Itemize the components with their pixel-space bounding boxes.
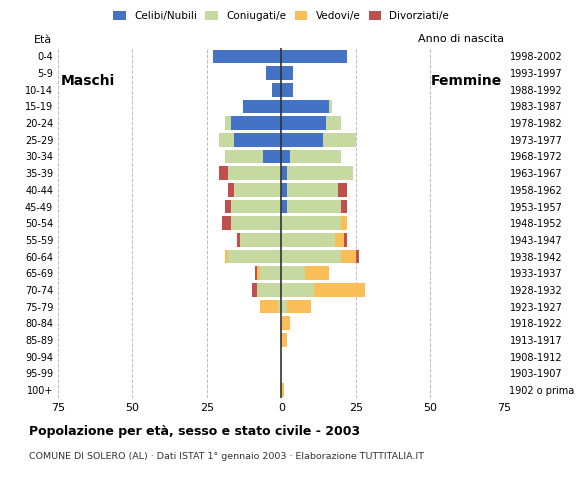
Bar bbox=[323, 133, 356, 146]
Bar bbox=[281, 150, 290, 163]
Bar bbox=[219, 133, 234, 146]
Bar bbox=[231, 200, 281, 213]
Bar bbox=[344, 233, 347, 247]
Bar bbox=[213, 49, 281, 63]
Bar bbox=[281, 233, 335, 247]
Bar bbox=[219, 166, 228, 180]
Text: Anno di nascita: Anno di nascita bbox=[419, 35, 505, 45]
Bar bbox=[228, 250, 281, 264]
Bar bbox=[260, 266, 281, 280]
Bar bbox=[305, 266, 329, 280]
Bar bbox=[287, 300, 311, 313]
Bar bbox=[341, 250, 356, 264]
Bar bbox=[281, 200, 287, 213]
Bar bbox=[281, 99, 329, 113]
Bar bbox=[234, 183, 281, 197]
Bar bbox=[281, 133, 323, 146]
Bar bbox=[224, 116, 231, 130]
Bar bbox=[224, 150, 263, 163]
Bar bbox=[281, 383, 284, 397]
Bar bbox=[287, 183, 338, 197]
Bar bbox=[222, 216, 231, 230]
Bar bbox=[281, 266, 305, 280]
Text: Età: Età bbox=[34, 35, 52, 45]
Bar bbox=[228, 183, 234, 197]
Legend: Celibi/Nubili, Coniugati/e, Vedovi/e, Divorziati/e: Celibi/Nubili, Coniugati/e, Vedovi/e, Di… bbox=[114, 11, 449, 21]
Bar bbox=[281, 333, 287, 347]
Bar bbox=[228, 166, 281, 180]
Bar bbox=[266, 66, 281, 80]
Bar bbox=[341, 200, 347, 213]
Bar bbox=[281, 183, 287, 197]
Bar bbox=[287, 200, 341, 213]
Bar bbox=[252, 283, 258, 297]
Bar bbox=[290, 150, 341, 163]
Bar bbox=[273, 83, 281, 96]
Bar bbox=[237, 233, 240, 247]
Bar bbox=[281, 283, 314, 297]
Bar bbox=[240, 233, 281, 247]
Bar bbox=[281, 116, 326, 130]
Bar bbox=[281, 250, 341, 264]
Bar bbox=[231, 116, 281, 130]
Bar bbox=[255, 266, 258, 280]
Bar bbox=[224, 250, 228, 264]
Bar bbox=[281, 166, 287, 180]
Bar bbox=[258, 266, 260, 280]
Text: COMUNE DI SOLERO (AL) · Dati ISTAT 1° gennaio 2003 · Elaborazione TUTTITALIA.IT: COMUNE DI SOLERO (AL) · Dati ISTAT 1° ge… bbox=[29, 452, 424, 461]
Bar bbox=[278, 300, 281, 313]
Bar bbox=[224, 200, 231, 213]
Bar bbox=[281, 66, 293, 80]
Bar bbox=[341, 216, 347, 230]
Bar bbox=[281, 216, 341, 230]
Bar bbox=[281, 300, 287, 313]
Bar bbox=[242, 99, 281, 113]
Bar bbox=[281, 316, 290, 330]
Bar bbox=[281, 49, 347, 63]
Text: Maschi: Maschi bbox=[61, 74, 115, 88]
Bar bbox=[287, 166, 353, 180]
Text: Popolazione per età, sesso e stato civile - 2003: Popolazione per età, sesso e stato civil… bbox=[29, 425, 360, 438]
Bar bbox=[234, 133, 281, 146]
Bar bbox=[260, 300, 278, 313]
Bar bbox=[263, 150, 281, 163]
Bar bbox=[281, 83, 293, 96]
Bar bbox=[356, 250, 358, 264]
Bar bbox=[335, 233, 344, 247]
Bar bbox=[329, 99, 332, 113]
Text: Femmine: Femmine bbox=[430, 74, 502, 88]
Bar bbox=[326, 116, 341, 130]
Bar bbox=[338, 183, 347, 197]
Bar bbox=[231, 216, 281, 230]
Bar bbox=[258, 283, 281, 297]
Bar bbox=[314, 283, 365, 297]
